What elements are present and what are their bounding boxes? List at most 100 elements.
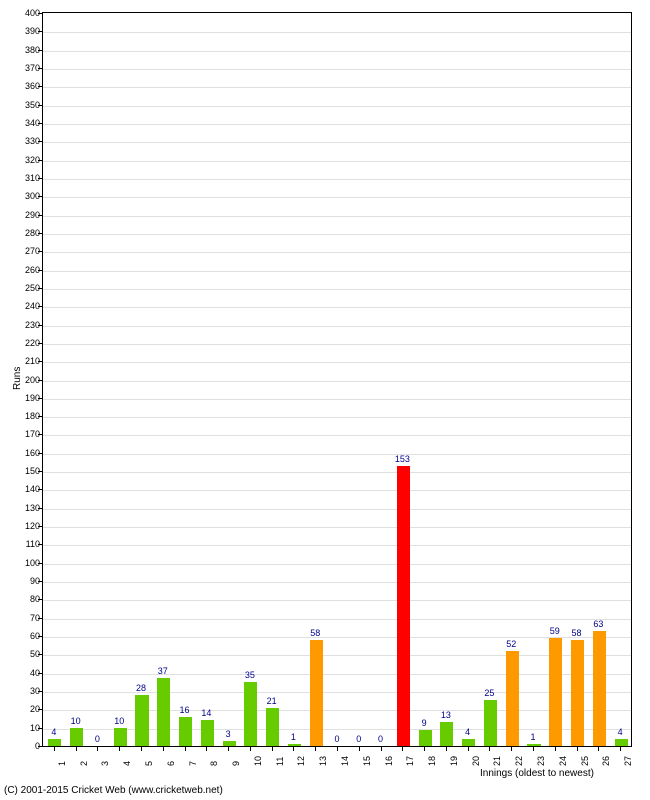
bar-value-label: 3 xyxy=(226,729,231,739)
x-tick-label: 20 xyxy=(471,756,481,766)
bar xyxy=(179,717,192,746)
bar-value-label: 9 xyxy=(422,718,427,728)
x-tick-mark xyxy=(119,747,120,751)
bar-value-label: 21 xyxy=(267,696,277,706)
x-tick-label: 27 xyxy=(623,756,633,766)
y-tick-label: 270 xyxy=(8,246,40,256)
bar-value-label: 4 xyxy=(51,727,56,737)
y-tick-mark xyxy=(38,50,42,51)
x-tick-mark xyxy=(359,747,360,751)
chart-container: Runs Innings (oldest to newest) (C) 2001… xyxy=(0,0,650,800)
grid-line xyxy=(43,271,631,272)
x-tick-label: 14 xyxy=(340,756,350,766)
grid-line xyxy=(43,161,631,162)
x-tick-mark xyxy=(489,747,490,751)
y-tick-label: 280 xyxy=(8,228,40,238)
y-tick-mark xyxy=(38,13,42,14)
x-tick-label: 23 xyxy=(536,756,546,766)
bar xyxy=(506,651,519,746)
bar-value-label: 1 xyxy=(530,732,535,742)
bar xyxy=(223,741,236,746)
y-tick-label: 130 xyxy=(8,503,40,513)
y-tick-mark xyxy=(38,508,42,509)
y-tick-label: 10 xyxy=(8,723,40,733)
x-tick-label: 1 xyxy=(57,761,67,766)
y-tick-label: 340 xyxy=(8,118,40,128)
y-tick-mark xyxy=(38,141,42,142)
grid-line xyxy=(43,87,631,88)
y-tick-label: 40 xyxy=(8,668,40,678)
y-tick-mark xyxy=(38,288,42,289)
x-tick-mark xyxy=(163,747,164,751)
bar-value-label: 25 xyxy=(484,688,494,698)
x-tick-label: 8 xyxy=(209,761,219,766)
y-tick-label: 60 xyxy=(8,631,40,641)
bar-value-label: 0 xyxy=(334,734,339,744)
grid-line xyxy=(43,454,631,455)
grid-line xyxy=(43,490,631,491)
grid-line xyxy=(43,142,631,143)
x-tick-label: 6 xyxy=(166,761,176,766)
bar xyxy=(48,739,61,746)
bar-value-label: 4 xyxy=(465,727,470,737)
y-tick-mark xyxy=(38,471,42,472)
grid-line xyxy=(43,289,631,290)
y-tick-label: 310 xyxy=(8,173,40,183)
y-tick-mark xyxy=(38,618,42,619)
bar-value-label: 37 xyxy=(158,666,168,676)
x-tick-label: 19 xyxy=(449,756,459,766)
y-tick-mark xyxy=(38,270,42,271)
bar-value-label: 0 xyxy=(378,734,383,744)
grid-line xyxy=(43,637,631,638)
y-tick-mark xyxy=(38,526,42,527)
x-tick-mark xyxy=(511,747,512,751)
y-tick-mark xyxy=(38,251,42,252)
y-tick-label: 370 xyxy=(8,63,40,73)
x-tick-mark xyxy=(598,747,599,751)
y-tick-mark xyxy=(38,343,42,344)
bar-value-label: 28 xyxy=(136,683,146,693)
y-tick-mark xyxy=(38,654,42,655)
bar xyxy=(549,638,562,746)
x-tick-mark xyxy=(577,747,578,751)
y-tick-mark xyxy=(38,196,42,197)
bar xyxy=(244,682,257,746)
y-tick-label: 230 xyxy=(8,320,40,330)
grid-line xyxy=(43,729,631,730)
grid-line xyxy=(43,564,631,565)
grid-line xyxy=(43,362,631,363)
bar-value-label: 13 xyxy=(441,710,451,720)
x-tick-label: 25 xyxy=(580,756,590,766)
y-tick-mark xyxy=(38,178,42,179)
x-tick-label: 12 xyxy=(296,756,306,766)
grid-line xyxy=(43,399,631,400)
y-tick-label: 350 xyxy=(8,100,40,110)
y-tick-label: 220 xyxy=(8,338,40,348)
x-tick-label: 11 xyxy=(275,757,285,766)
bar xyxy=(288,744,301,746)
y-tick-label: 320 xyxy=(8,155,40,165)
bar xyxy=(462,739,475,746)
y-tick-label: 180 xyxy=(8,411,40,421)
grid-line xyxy=(43,32,631,33)
bar xyxy=(593,631,606,746)
y-tick-mark xyxy=(38,728,42,729)
y-tick-mark xyxy=(38,563,42,564)
grid-line xyxy=(43,179,631,180)
x-tick-mark xyxy=(533,747,534,751)
x-tick-mark xyxy=(402,747,403,751)
y-tick-mark xyxy=(38,398,42,399)
grid-line xyxy=(43,106,631,107)
x-tick-mark xyxy=(381,747,382,751)
x-tick-label: 24 xyxy=(558,756,568,766)
bar-value-label: 4 xyxy=(618,727,623,737)
y-tick-mark xyxy=(38,306,42,307)
x-tick-mark xyxy=(206,747,207,751)
x-tick-label: 9 xyxy=(231,761,241,766)
y-tick-label: 390 xyxy=(8,26,40,36)
bar-value-label: 14 xyxy=(201,708,211,718)
grid-line xyxy=(43,545,631,546)
bar xyxy=(310,640,323,746)
y-tick-label: 380 xyxy=(8,45,40,55)
bar-value-label: 1 xyxy=(291,732,296,742)
